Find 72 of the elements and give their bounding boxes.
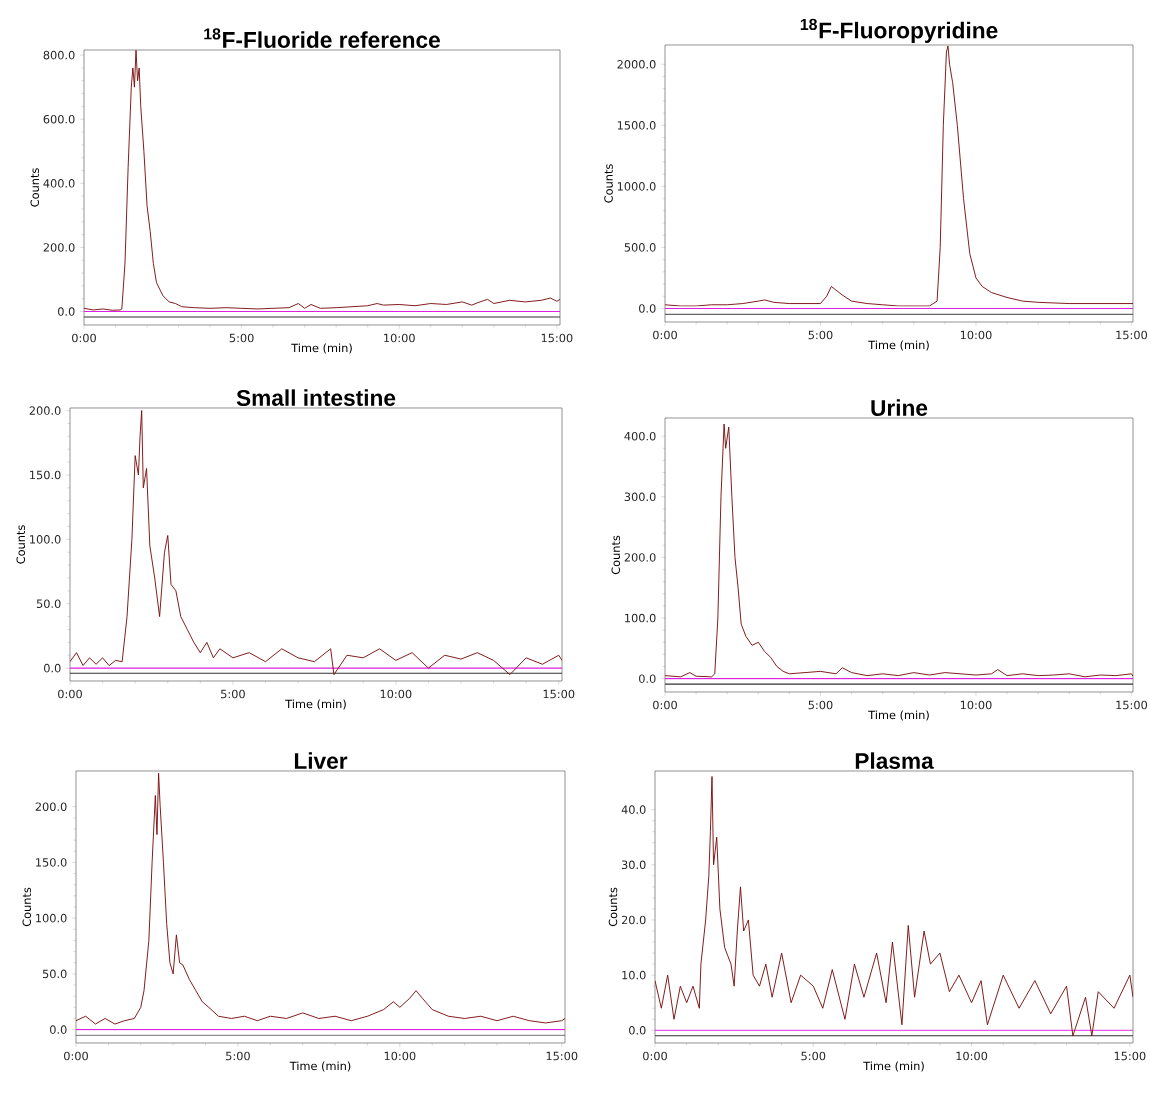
chart-title: Liver: [294, 752, 348, 769]
x-tick-label: 10:00: [956, 1051, 988, 1061]
x-tick-label: 0:00: [72, 333, 96, 343]
x-tick-label: 15:00: [541, 333, 573, 343]
y-tick-label: 0.0: [639, 674, 656, 683]
x-tick-label: 10:00: [960, 700, 992, 710]
y-tick-label: 500.0: [624, 243, 656, 252]
y-tick-label: 30.0: [621, 860, 646, 870]
y-tick-label: 100.0: [30, 535, 61, 544]
x-tick-label: 5:00: [229, 333, 254, 343]
y-tick-label: 0.0: [58, 307, 75, 316]
y-tick-label: 600.0: [43, 114, 75, 124]
y-tick-label: 40.0: [621, 805, 646, 814]
y-tick-label: 1500.0: [617, 121, 656, 130]
y-tick-label: 10.0: [622, 970, 646, 980]
y-tick-label: 0.0: [639, 304, 656, 313]
x-tick-label: 5:00: [801, 1051, 826, 1061]
x-tick-label: 0:00: [643, 1051, 667, 1061]
x-tick-label: 15:00: [1114, 1051, 1146, 1061]
y-axis-title: Counts: [611, 535, 621, 575]
x-tick-label: 15:00: [546, 1051, 578, 1061]
y-tick-label: 400.0: [624, 431, 656, 441]
x-tick-label: 15:00: [543, 689, 575, 699]
x-tick-label: 15:00: [1116, 330, 1148, 340]
x-axis-title: Time (min): [868, 340, 929, 351]
y-axis-title: Counts: [22, 887, 32, 927]
y-axis-title: Counts: [16, 525, 26, 564]
y-tick-label: 200.0: [43, 243, 75, 252]
x-tick-label: 0:00: [64, 1051, 88, 1061]
y-tick-label: 400.0: [43, 179, 75, 188]
y-tick-label: 50.0: [36, 599, 61, 609]
y-axis-title: Counts: [604, 164, 613, 203]
x-tick-label: 0:00: [653, 330, 677, 340]
chart-title: $^{18}$F-Fluoropyridine: [800, 18, 998, 43]
y-axis-title: Counts: [608, 887, 618, 927]
x-tick-label: 10:00: [380, 689, 412, 699]
x-axis-title: Time (min): [291, 343, 352, 354]
y-tick-label: 300.0: [624, 492, 656, 502]
x-axis-title: Time (min): [289, 1061, 351, 1072]
x-tick-label: 15:00: [1116, 700, 1148, 710]
x-tick-label: 0:00: [58, 689, 82, 699]
chart-title: Urine: [871, 399, 928, 416]
x-tick-label: 0:00: [653, 700, 677, 710]
x-tick-label: 5:00: [808, 330, 833, 340]
x-axis-title: Time (min): [285, 699, 346, 710]
y-tick-label: 200.0: [35, 802, 67, 811]
y-tick-label: 100.0: [625, 613, 656, 623]
x-tick-label: 10:00: [384, 333, 415, 343]
y-tick-label: 200.0: [29, 406, 61, 415]
x-axis-title: Time (min): [868, 710, 929, 721]
y-tick-label: 2000.0: [617, 60, 656, 69]
chart-title: $^{18}$F-Fluoride reference: [204, 28, 440, 48]
y-tick-label: 0.0: [44, 663, 61, 673]
x-tick-label: 5:00: [221, 689, 245, 699]
y-tick-label: 0.0: [629, 1026, 646, 1035]
y-tick-label: 100.0: [36, 913, 67, 923]
x-tick-label: 5:00: [226, 1051, 250, 1061]
y-tick-label: 800.0: [43, 50, 75, 60]
x-tick-label: 10:00: [960, 330, 992, 340]
y-tick-label: 1000.0: [617, 182, 656, 191]
y-tick-label: 20.0: [621, 915, 646, 925]
chart-title: Plasma: [855, 752, 934, 769]
x-tick-label: 10:00: [384, 1051, 416, 1061]
y-tick-label: 0.0: [50, 1025, 67, 1034]
x-axis-title: Time (min): [863, 1061, 924, 1072]
y-axis-title: Counts: [30, 168, 40, 207]
y-tick-label: 200.0: [624, 553, 656, 562]
y-tick-label: 150.0: [30, 470, 61, 480]
y-tick-label: 50.0: [42, 969, 67, 979]
x-tick-label: 5:00: [808, 700, 833, 710]
y-tick-label: 150.0: [36, 858, 67, 867]
chart-title: Small intestine: [236, 389, 396, 406]
